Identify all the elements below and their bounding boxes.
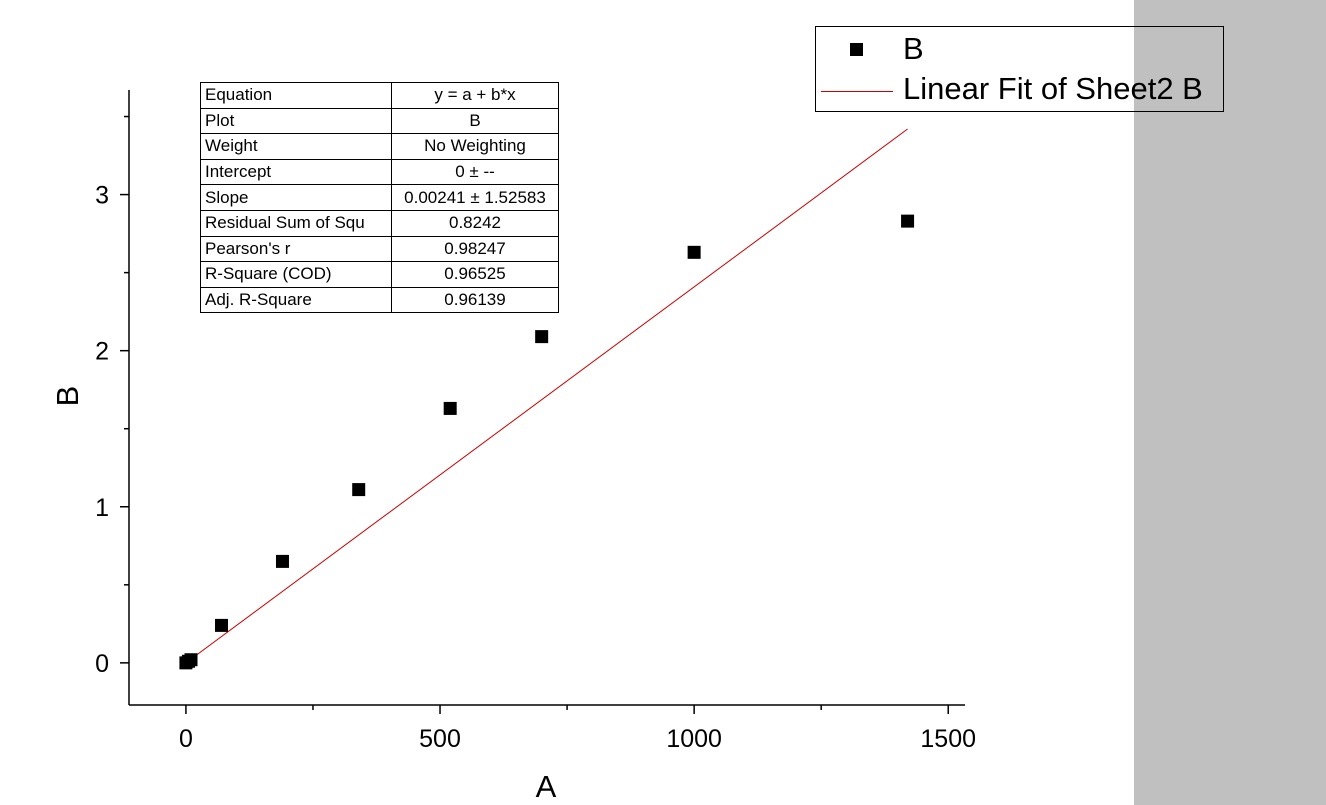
stats-key: Pearson's r bbox=[200, 235, 392, 263]
side-panel bbox=[1134, 0, 1326, 805]
legend: B Linear Fit of Sheet2 B bbox=[815, 26, 1224, 112]
stats-row: Plot B bbox=[200, 107, 559, 135]
stats-row: Intercept 0 ± -- bbox=[200, 158, 559, 186]
axis-labels: A B bbox=[50, 386, 557, 804]
data-points-layer bbox=[179, 214, 915, 670]
stats-value: 0.98247 bbox=[391, 235, 559, 263]
legend-label-scatter: B bbox=[903, 31, 924, 66]
stats-value: 0.96139 bbox=[391, 286, 559, 314]
stats-row: Pearson's r 0.98247 bbox=[200, 235, 559, 263]
data-point bbox=[901, 214, 915, 228]
stats-row: Equation y = a + b*x bbox=[200, 82, 559, 109]
stats-value: 0.8242 bbox=[391, 209, 559, 237]
fit-line bbox=[185, 128, 908, 664]
y-tick-label: 3 bbox=[95, 182, 109, 210]
stats-row: Adj. R-Square 0.96139 bbox=[200, 286, 559, 314]
stats-row: Slope 0.00241 ± 1.52583 bbox=[200, 184, 559, 211]
stats-key: Adj. R-Square bbox=[200, 286, 392, 314]
stats-key: Intercept bbox=[200, 158, 392, 186]
legend-item-scatter: B bbox=[816, 29, 1223, 69]
axes: 0 500 1000 1500 0 1 2 3 bbox=[95, 90, 976, 753]
stats-value: 0.00241 ± 1.52583 bbox=[391, 184, 559, 211]
x-axis-label: A bbox=[536, 769, 557, 804]
x-tick-label: 500 bbox=[419, 725, 461, 753]
legend-item-fit: Linear Fit of Sheet2 B bbox=[816, 69, 1223, 109]
stats-value: B bbox=[391, 107, 559, 135]
data-point bbox=[214, 618, 228, 632]
x-tick-label: 1500 bbox=[920, 725, 976, 753]
stats-key: Weight bbox=[200, 133, 392, 160]
legend-label-fit: Linear Fit of Sheet2 B bbox=[903, 71, 1203, 106]
data-point bbox=[443, 401, 457, 415]
data-point bbox=[687, 245, 701, 259]
stats-row: Residual Sum of Squ 0.8242 bbox=[200, 209, 559, 237]
x-tick-label: 0 bbox=[179, 725, 193, 753]
fit-statistics-table: Equation y = a + b*x Plot B Weight No Weighti… bbox=[200, 82, 559, 314]
y-axis-label: B bbox=[50, 386, 85, 407]
fit-line-layer bbox=[185, 128, 908, 664]
stats-key: R-Square (COD) bbox=[200, 261, 392, 288]
data-point bbox=[352, 483, 366, 497]
data-point bbox=[535, 330, 549, 344]
data-point bbox=[275, 554, 289, 568]
stats-value: No Weighting bbox=[391, 133, 559, 160]
stats-row: R-Square (COD) 0.96525 bbox=[200, 261, 559, 288]
stats-row: Weight No Weighting bbox=[200, 133, 559, 160]
stats-value: y = a + b*x bbox=[391, 82, 559, 109]
data-point bbox=[184, 653, 198, 667]
stats-key: Plot bbox=[200, 107, 392, 135]
stats-key: Residual Sum of Squ bbox=[200, 209, 392, 237]
stats-value: 0.96525 bbox=[391, 261, 559, 288]
y-tick-label: 0 bbox=[95, 650, 109, 678]
stats-key: Equation bbox=[200, 82, 392, 109]
legend-line-icon bbox=[816, 69, 896, 109]
stats-value: 0 ± -- bbox=[391, 158, 559, 186]
y-tick-label: 1 bbox=[95, 494, 109, 522]
y-tick-label: 2 bbox=[95, 338, 109, 366]
stats-key: Slope bbox=[200, 184, 392, 211]
x-tick-label: 1000 bbox=[666, 725, 722, 753]
legend-square-marker-icon bbox=[816, 29, 896, 69]
